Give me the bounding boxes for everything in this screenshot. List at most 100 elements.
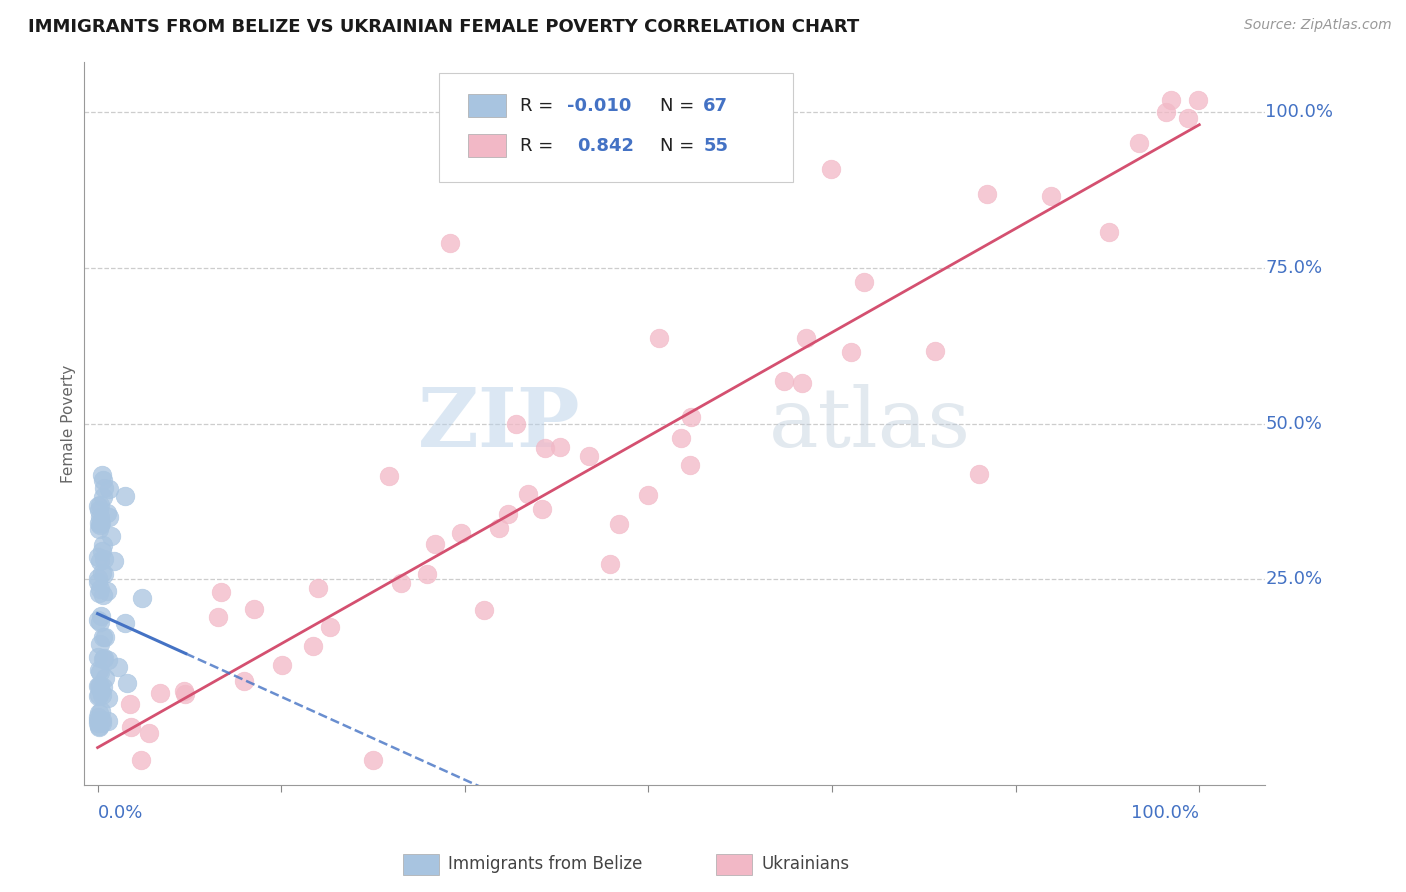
Point — [637, 488, 659, 502]
Point — [89, 518, 111, 533]
Point — [89, 615, 111, 629]
Point — [87, 679, 110, 693]
Point — [97, 691, 120, 706]
Point — [498, 508, 520, 522]
Point — [87, 715, 110, 730]
Point — [94, 630, 117, 644]
Point — [173, 683, 195, 698]
Point — [516, 487, 538, 501]
Point — [90, 713, 112, 727]
Point — [703, 105, 725, 120]
Point — [302, 639, 325, 653]
Point — [87, 571, 110, 585]
Point — [548, 440, 571, 454]
Point — [1040, 188, 1063, 202]
Point — [86, 613, 108, 627]
Point — [91, 588, 114, 602]
Point — [91, 544, 114, 558]
Text: R =: R = — [520, 136, 565, 154]
Point — [820, 161, 842, 176]
FancyBboxPatch shape — [468, 95, 506, 118]
Point — [149, 686, 172, 700]
Point — [87, 516, 110, 530]
Point — [91, 468, 114, 483]
Point — [488, 521, 510, 535]
Point — [91, 566, 114, 581]
Point — [121, 721, 143, 735]
Point — [318, 620, 340, 634]
Point — [114, 489, 136, 503]
Point — [93, 552, 115, 566]
Text: 100.0%: 100.0% — [1132, 804, 1199, 822]
Point — [87, 714, 110, 728]
Text: 0.842: 0.842 — [576, 136, 634, 154]
Point — [87, 575, 110, 590]
Point — [89, 553, 111, 567]
Point — [671, 431, 693, 445]
Point — [93, 651, 115, 665]
Point — [93, 482, 115, 496]
Point — [90, 716, 112, 731]
Point — [118, 697, 141, 711]
Point — [607, 516, 630, 531]
Point — [91, 688, 114, 702]
Point — [97, 714, 120, 728]
Point — [114, 615, 136, 630]
Point — [87, 720, 110, 734]
Text: ZIP: ZIP — [418, 384, 581, 464]
Point — [209, 585, 232, 599]
Point — [89, 582, 111, 596]
Point — [96, 583, 118, 598]
Text: -0.010: -0.010 — [568, 97, 631, 115]
Text: Immigrants from Belize: Immigrants from Belize — [449, 855, 643, 873]
Text: 50.0%: 50.0% — [1265, 415, 1322, 433]
Point — [87, 710, 110, 724]
Point — [138, 725, 160, 739]
FancyBboxPatch shape — [716, 854, 752, 875]
Point — [530, 502, 553, 516]
Point — [679, 458, 702, 472]
Point — [89, 510, 111, 524]
Point — [103, 554, 125, 568]
Point — [1177, 112, 1199, 126]
Point — [450, 525, 472, 540]
Point — [100, 529, 122, 543]
Point — [853, 276, 876, 290]
Point — [91, 473, 114, 487]
Point — [1160, 93, 1182, 107]
Point — [679, 410, 702, 425]
Point — [307, 581, 329, 595]
Point — [89, 679, 111, 693]
Point — [416, 566, 439, 581]
Point — [423, 536, 446, 550]
Text: 67: 67 — [703, 97, 728, 115]
Point — [89, 706, 111, 720]
Text: N =: N = — [659, 136, 700, 154]
Point — [87, 663, 110, 677]
Point — [91, 538, 114, 552]
Point — [107, 660, 129, 674]
Point — [89, 498, 111, 512]
Text: 55: 55 — [703, 136, 728, 154]
Point — [505, 417, 527, 431]
Point — [87, 650, 110, 665]
Point — [89, 719, 111, 733]
Point — [361, 753, 384, 767]
Point — [94, 672, 117, 686]
Point — [90, 704, 112, 718]
Point — [96, 506, 118, 520]
Point — [86, 499, 108, 513]
Point — [967, 467, 990, 481]
Text: IMMIGRANTS FROM BELIZE VS UKRAINIAN FEMALE POVERTY CORRELATION CHART: IMMIGRANTS FROM BELIZE VS UKRAINIAN FEMA… — [28, 18, 859, 36]
FancyBboxPatch shape — [439, 73, 793, 182]
Point — [87, 503, 110, 517]
Text: Source: ZipAtlas.com: Source: ZipAtlas.com — [1244, 18, 1392, 32]
Point — [794, 330, 817, 344]
Point — [773, 374, 796, 388]
Point — [131, 591, 153, 606]
Point — [91, 490, 114, 504]
Point — [648, 330, 671, 344]
Text: R =: R = — [520, 97, 560, 115]
Point — [534, 442, 557, 456]
Point — [242, 602, 264, 616]
